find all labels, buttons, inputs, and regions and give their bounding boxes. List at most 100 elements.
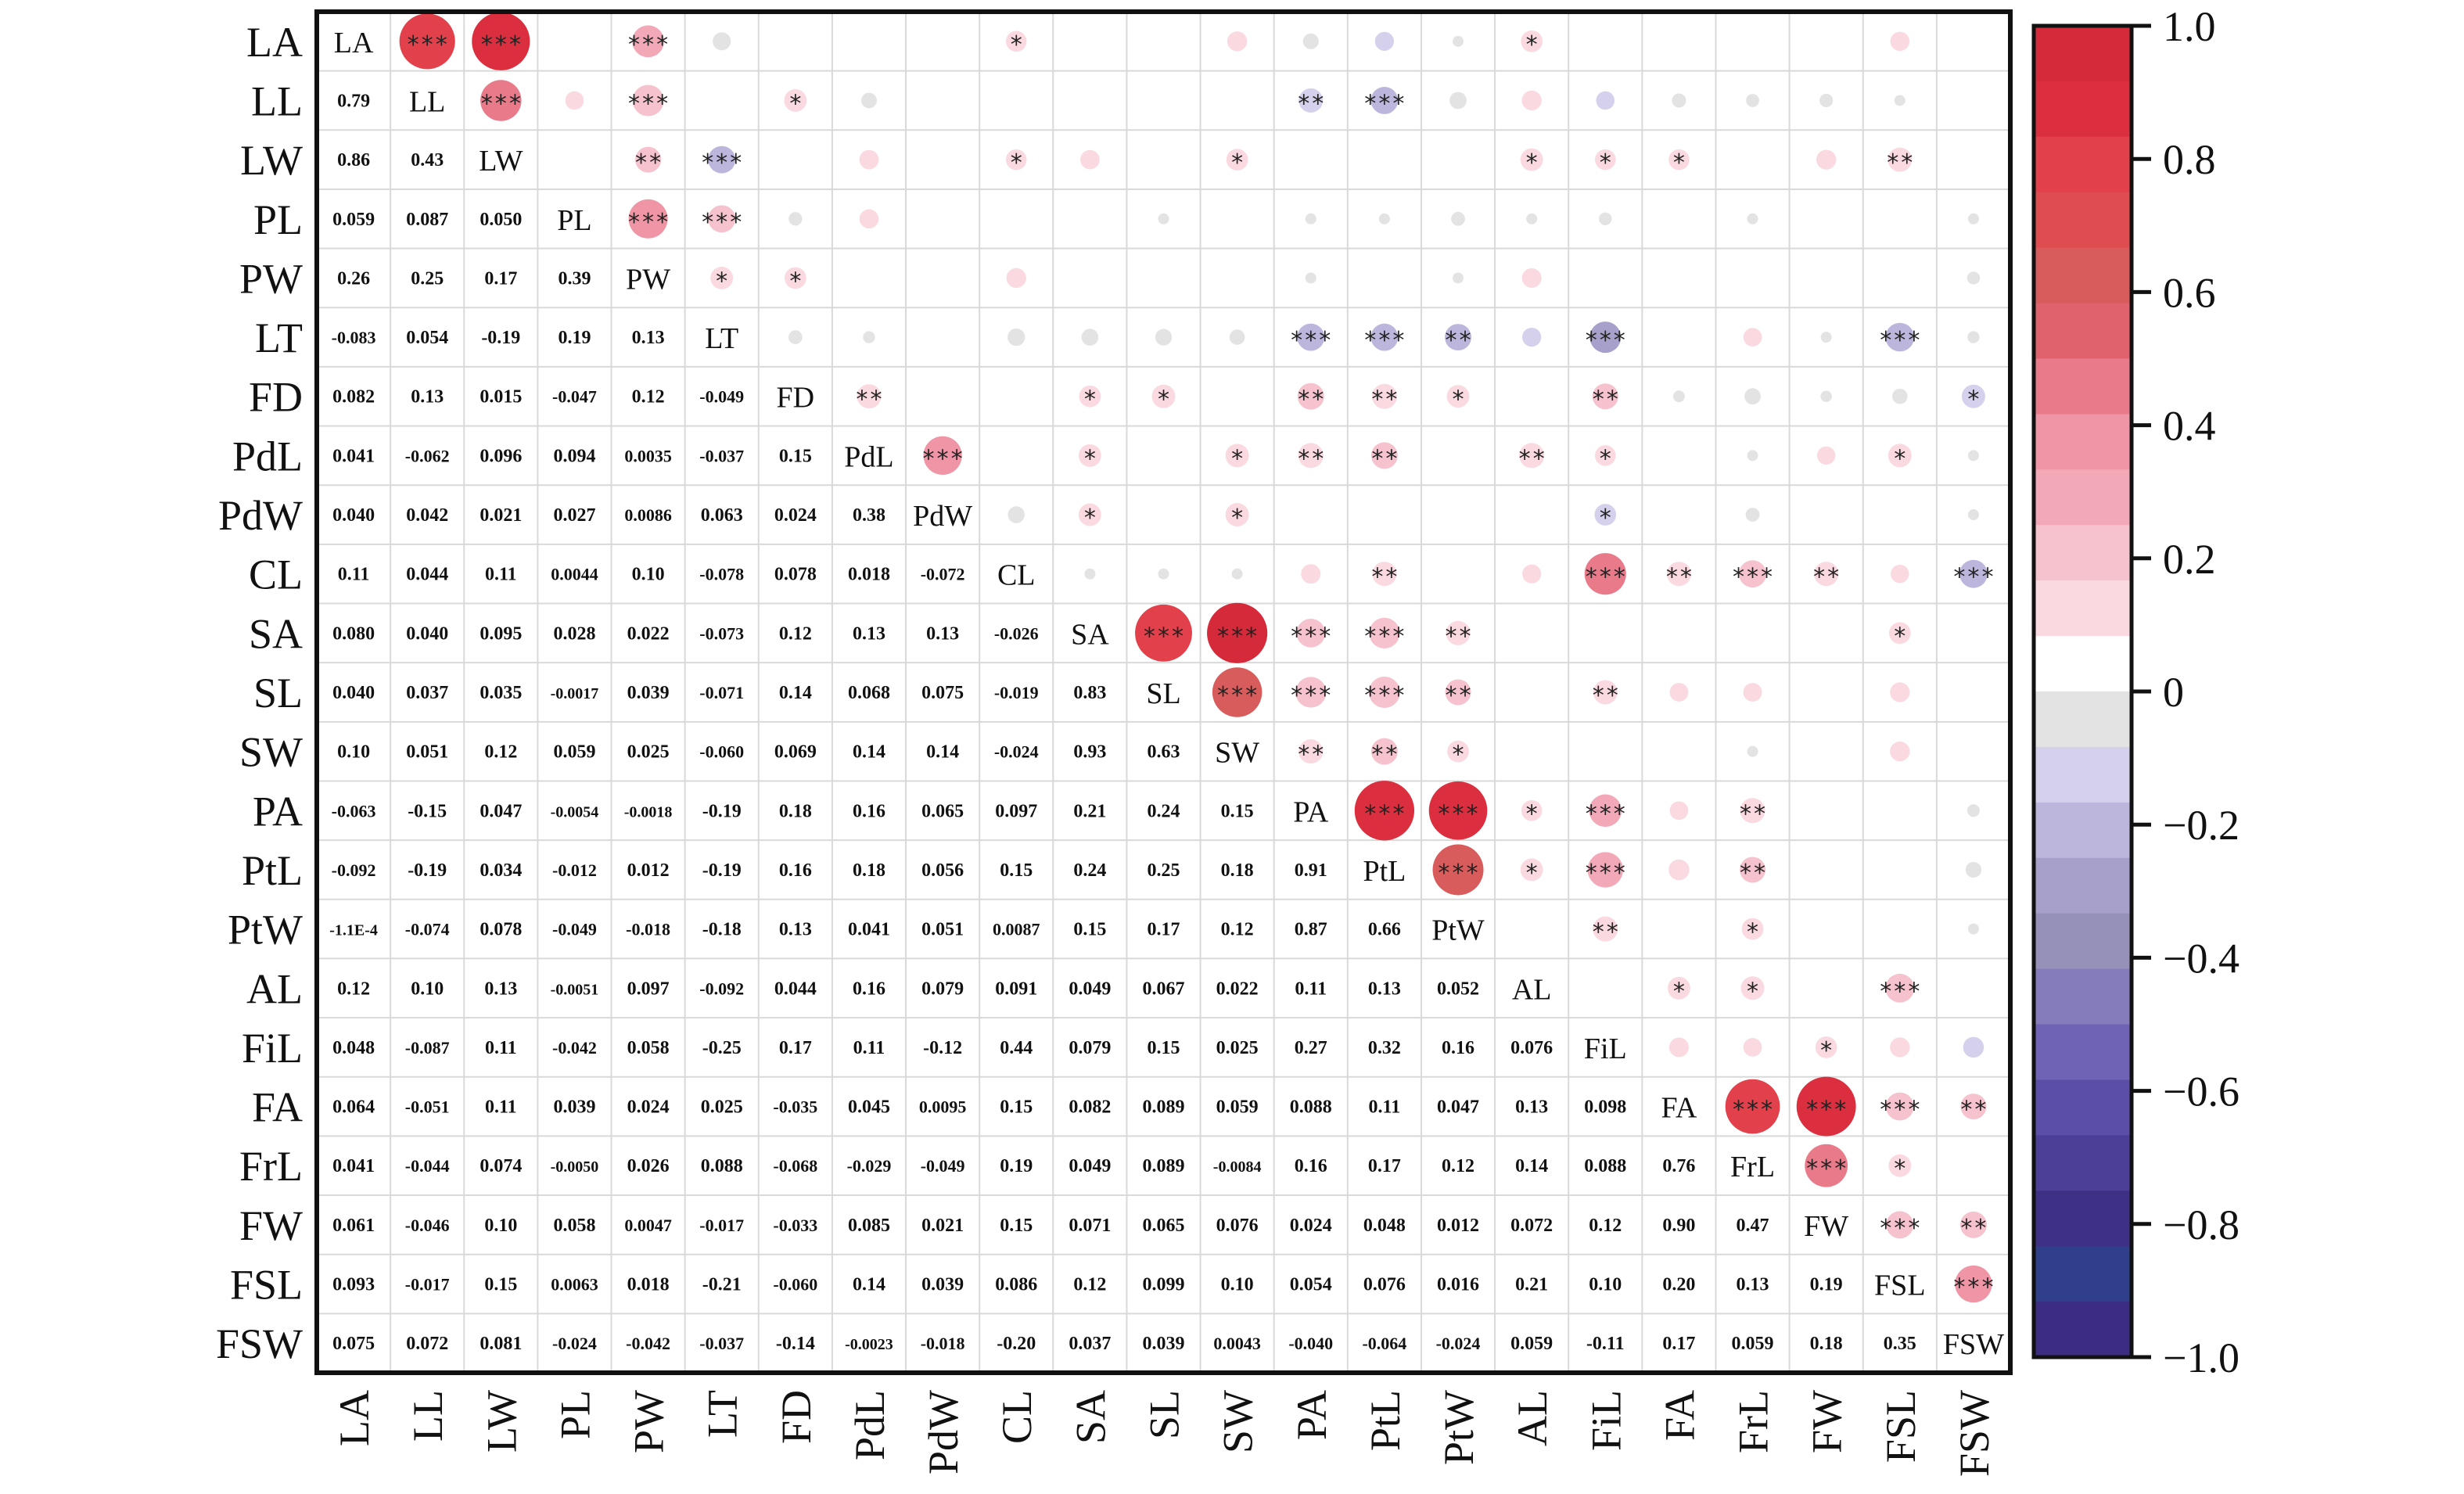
correlation-value: 0.17 xyxy=(779,1038,812,1058)
correlation-value: 0.047 xyxy=(480,801,522,821)
correlation-value: 0.0087 xyxy=(993,920,1040,939)
diagonal-label-PW: PW xyxy=(626,263,670,296)
correlation-value: 0.074 xyxy=(480,1156,522,1176)
significance-stars: *** xyxy=(1584,800,1626,828)
heatmap-marks: LA *** *** *** * *0.79 LL *** *** * ** ***0.86 0.43 L… xyxy=(329,12,2004,1361)
correlation-circle xyxy=(1521,268,1542,288)
correlation-value: 0.012 xyxy=(627,860,670,881)
correlation-value: 0.076 xyxy=(1363,1275,1406,1295)
correlation-value: 0.018 xyxy=(848,565,890,585)
correlation-circle xyxy=(1302,506,1319,523)
correlation-value: 0.044 xyxy=(406,565,448,585)
correlation-value: -0.037 xyxy=(699,1334,744,1353)
correlation-value: 0.14 xyxy=(779,683,812,703)
correlation-circle xyxy=(1964,32,1982,50)
correlation-circle xyxy=(1521,90,1542,111)
correlation-value: 0.052 xyxy=(1437,979,1479,999)
significance-stars: ** xyxy=(1591,682,1619,709)
significance-stars: * xyxy=(1819,1037,1834,1065)
correlation-value: 0.18 xyxy=(779,801,812,821)
correlation-circle xyxy=(1084,213,1096,224)
correlation-value: 0.095 xyxy=(480,623,522,644)
correlation-circle xyxy=(1817,979,1835,997)
correlation-value: -0.064 xyxy=(1362,1334,1406,1353)
correlation-circle xyxy=(1819,93,1834,108)
correlation-circle xyxy=(1817,446,1836,465)
correlation-value: 0.075 xyxy=(921,683,964,703)
y-label-PdW: PdW xyxy=(218,492,303,539)
significance-stars: *** xyxy=(1805,1155,1848,1183)
y-label-LL: LL xyxy=(251,77,303,124)
correlation-value: 0.86 xyxy=(337,150,370,171)
correlation-value: 0.088 xyxy=(1290,1097,1332,1118)
correlation-circle xyxy=(1745,508,1760,522)
significance-stars: *** xyxy=(1363,800,1406,828)
diagonal-label-PdL: PdL xyxy=(844,440,893,473)
correlation-value: 0.25 xyxy=(411,268,444,289)
colorbar-segment xyxy=(2034,913,2132,970)
correlation-value: -0.19 xyxy=(408,860,447,881)
correlation-value: 0.16 xyxy=(853,801,885,821)
correlation-value: 0.43 xyxy=(411,150,444,171)
significance-stars: *** xyxy=(480,31,522,59)
correlation-circle xyxy=(1669,623,1688,642)
colorbar-segment xyxy=(2034,81,2132,138)
correlation-circle xyxy=(1746,94,1759,107)
colorbar-tick-label: 1.0 xyxy=(2163,3,2216,50)
correlation-value: 0.099 xyxy=(1143,1275,1185,1295)
significance-stars: ** xyxy=(1812,564,1841,591)
diagonal-label-FiL: FiL xyxy=(1584,1033,1627,1065)
correlation-value: 0.016 xyxy=(1437,1275,1479,1295)
colorbar-tick-label: 0.4 xyxy=(2163,403,2216,450)
correlation-circle xyxy=(1672,448,1686,462)
correlation-circle xyxy=(1372,562,1397,587)
diagonal-label-FSL: FSL xyxy=(1874,1270,1925,1302)
correlation-circle xyxy=(1740,798,1765,824)
correlation-circle xyxy=(1370,738,1398,765)
significance-stars: * xyxy=(1230,505,1245,532)
correlation-circle xyxy=(1155,506,1173,523)
correlation-circle xyxy=(1207,602,1268,663)
diagonal-label-SW: SW xyxy=(1215,737,1259,770)
correlation-value: 0.0086 xyxy=(624,505,672,525)
correlation-value: 0.097 xyxy=(995,801,1037,821)
y-label-PtL: PtL xyxy=(242,847,303,894)
correlation-circle xyxy=(862,34,876,48)
y-label-PdL: PdL xyxy=(232,433,303,479)
correlation-circle xyxy=(1158,213,1169,224)
y-label-FiL: FiL xyxy=(242,1025,303,1072)
significance-stars: ** xyxy=(1370,386,1399,414)
correlation-circle xyxy=(713,32,731,51)
correlation-value: 0.66 xyxy=(1368,920,1401,940)
correlation-circle xyxy=(1354,781,1415,841)
correlation-value: -0.042 xyxy=(552,1038,597,1058)
correlation-value: 0.034 xyxy=(480,860,522,881)
correlation-circle xyxy=(1158,568,1169,580)
correlation-circle xyxy=(1888,622,1911,645)
significance-stars: * xyxy=(1156,386,1170,414)
x-label-PdW: PdW xyxy=(920,1390,967,1474)
correlation-value: -0.018 xyxy=(921,1334,965,1353)
correlation-circle xyxy=(1155,447,1172,464)
correlation-value: 0.13 xyxy=(632,328,665,348)
correlation-value: 0.059 xyxy=(1510,1334,1553,1354)
correlation-circle xyxy=(1522,327,1542,347)
correlation-value: -0.21 xyxy=(702,1275,742,1295)
correlation-circle xyxy=(786,32,805,51)
significance-stars: * xyxy=(1451,386,1465,414)
correlation-value: 0.051 xyxy=(921,920,964,940)
correlation-value: 0.93 xyxy=(1073,742,1106,763)
correlation-value: 0.089 xyxy=(1143,1156,1185,1176)
correlation-circle xyxy=(1226,149,1248,171)
correlation-value: 0.0044 xyxy=(551,565,598,584)
correlation-value: -0.15 xyxy=(408,801,447,821)
correlation-value: 0.14 xyxy=(853,742,885,763)
correlation-value: 0.18 xyxy=(1810,1334,1843,1354)
colorbar-segment xyxy=(2034,636,2132,692)
correlation-value: -0.12 xyxy=(923,1038,962,1058)
correlation-circle xyxy=(1157,34,1170,48)
significance-stars: *** xyxy=(1437,800,1479,828)
correlation-circle xyxy=(1451,211,1465,226)
significance-stars: ** xyxy=(1370,564,1399,591)
correlation-circle xyxy=(1453,568,1464,580)
